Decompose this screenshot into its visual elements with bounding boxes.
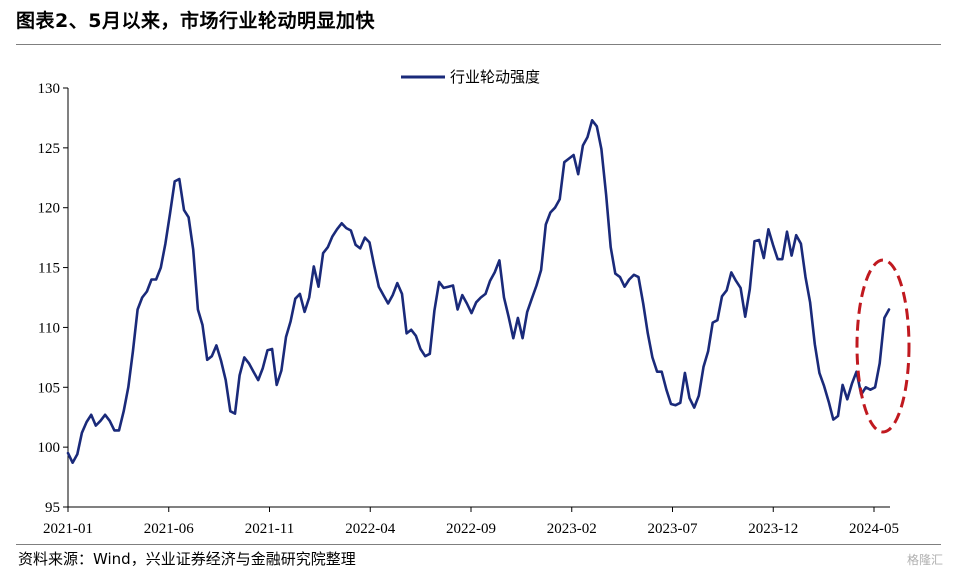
legend-label: 行业轮动强度 <box>450 68 540 86</box>
title-divider <box>16 44 941 45</box>
x-tick-label: 2023-12 <box>748 521 798 537</box>
x-tick-label: 2021-11 <box>245 521 294 537</box>
y-tick-label: 125 <box>38 141 61 157</box>
y-tick-label: 115 <box>38 261 60 277</box>
y-tick-label: 95 <box>45 500 60 516</box>
chart-title: 图表2、5月以来，市场行业轮动明显加快 <box>16 10 375 32</box>
legend: 行业轮动强度 <box>401 68 540 86</box>
series-line-rotation-intensity <box>66 119 891 465</box>
x-tick-label: 2022-04 <box>345 521 395 537</box>
y-tick-label: 110 <box>38 320 60 336</box>
x-tick-label: 2023-07 <box>648 521 698 537</box>
x-tick-label: 2023-02 <box>547 521 597 537</box>
x-tick-label: 2022-09 <box>446 521 496 537</box>
source-note: 资料来源：Wind，兴业证券经济与金融研究院整理 <box>18 550 356 568</box>
x-tick-label: 2021-06 <box>144 521 194 537</box>
watermark: 格隆汇 <box>906 553 943 567</box>
x-tick-label: 2024-05 <box>849 521 899 537</box>
x-tick-label: 2021-01 <box>43 521 93 537</box>
y-axis: 95 100 105 110 115 120 125 130 <box>38 81 69 516</box>
x-axis: 2021-01 2021-06 2021-11 2022-04 2022-09 2023-… <box>43 506 899 537</box>
y-tick-label: 100 <box>38 440 61 456</box>
source-divider <box>16 544 941 545</box>
y-tick-label: 130 <box>38 81 61 97</box>
y-tick-label: 120 <box>38 201 61 217</box>
y-tick-label: 105 <box>38 380 61 396</box>
highlight-ellipse <box>855 258 911 434</box>
